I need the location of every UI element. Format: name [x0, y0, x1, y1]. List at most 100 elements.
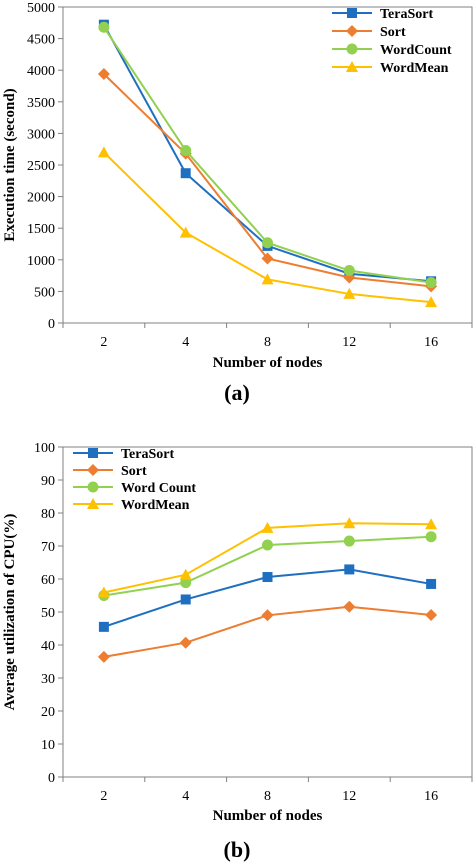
y-tick-label: 2000: [27, 191, 55, 206]
series-line: [103, 522, 432, 594]
legend-label: Sort: [380, 25, 406, 40]
data-point: [97, 146, 110, 158]
y-tick-label: 10: [41, 738, 55, 753]
data-point: [343, 535, 355, 547]
y-tick-label: 2500: [27, 159, 55, 174]
data-point: [261, 252, 274, 265]
y-tick-label: 70: [41, 540, 55, 555]
x-tick-label: 12: [342, 335, 356, 350]
y-axis-title: Average utilization of CPU(%): [2, 514, 18, 711]
data-point: [97, 67, 110, 80]
legend-marker: [88, 448, 98, 458]
data-point: [262, 572, 273, 583]
legend-marker: [87, 464, 99, 476]
data-point: [426, 578, 437, 589]
legend-entry: TeraSort: [73, 447, 174, 462]
series-sort: [97, 600, 438, 663]
y-tick-label: 20: [41, 705, 55, 720]
data-point: [425, 518, 438, 530]
y-tick-label: 1500: [27, 222, 55, 237]
x-axis-title: Number of nodes: [213, 808, 323, 824]
legend-label: WordMean: [380, 61, 449, 76]
legend-label: Word Count: [121, 481, 196, 496]
y-tick-label: 90: [41, 474, 55, 489]
y-tick-label: 5000: [27, 1, 55, 16]
panel-caption: (a): [224, 380, 250, 405]
x-tick-label: 8: [264, 335, 271, 350]
data-point: [343, 265, 355, 277]
y-tick-label: 3500: [27, 96, 55, 111]
data-point: [179, 636, 192, 649]
series-wordmean: [97, 146, 438, 308]
legend-marker: [346, 43, 358, 55]
x-tick-label: 12: [342, 789, 356, 804]
data-point: [180, 594, 191, 605]
data-point: [343, 287, 356, 299]
data-point: [180, 577, 192, 589]
y-tick-label: 4000: [27, 64, 55, 79]
x-tick-label: 8: [264, 789, 271, 804]
series-wordcount: [98, 21, 437, 289]
panel-caption: (b): [224, 837, 251, 862]
legend-label: WordCount: [380, 43, 452, 58]
chart-a: 0 500 1000 1500 2000 2500 3000 3500 4000 4500 5000…: [2, 1, 473, 405]
series-terasort: [98, 564, 437, 632]
data-point: [180, 144, 192, 156]
legend-label: TeraSort: [121, 447, 174, 462]
y-tick-label: 60: [41, 573, 55, 588]
y-tick-label: 500: [34, 285, 55, 300]
x-tick-label: 2: [100, 789, 107, 804]
legend-entry: WordMean: [73, 498, 190, 513]
data-point: [261, 521, 274, 533]
y-tick-label: 80: [41, 507, 55, 522]
data-point: [343, 600, 356, 613]
data-point: [262, 539, 273, 551]
x-tick-label: 4: [182, 335, 189, 350]
data-point: [97, 650, 110, 663]
data-point: [98, 621, 109, 632]
legend-entry: WordCount: [332, 43, 452, 58]
series-word-count: [98, 531, 437, 601]
legend-label: Sort: [121, 464, 147, 479]
y-tick-label: 30: [41, 672, 55, 687]
data-point: [343, 517, 356, 529]
y-tick-label: 4500: [27, 33, 55, 48]
data-point: [179, 226, 192, 238]
x-tick-label: 16: [424, 789, 438, 804]
data-point: [262, 237, 273, 249]
y-axis-title: Execution time (second): [2, 88, 18, 241]
data-point: [97, 586, 110, 598]
x-tick-label: 16: [424, 335, 438, 350]
data-point: [179, 568, 192, 580]
legend-entry: WordMean: [332, 61, 449, 76]
data-point: [425, 277, 437, 289]
legend-marker: [87, 498, 99, 509]
data-point: [261, 273, 274, 285]
y-tick-label: 100: [34, 441, 55, 456]
legend-entry: TeraSort: [332, 7, 433, 22]
legend-label: TeraSort: [380, 7, 433, 22]
x-tick-label: 2: [100, 335, 107, 350]
y-tick-label: 40: [41, 639, 55, 654]
y-tick-label: 0: [48, 771, 55, 786]
legend-label: WordMean: [121, 498, 190, 513]
data-point: [261, 609, 274, 622]
legend-entry: Word Count: [73, 481, 196, 496]
data-point: [425, 296, 438, 308]
x-tick-label: 4: [182, 789, 189, 804]
legend-marker: [346, 25, 358, 37]
legend-marker: [347, 8, 357, 18]
series-wordmean: [97, 517, 438, 598]
data-point: [425, 531, 437, 543]
x-axis-title: Number of nodes: [213, 355, 323, 371]
y-tick-label: 3000: [27, 127, 55, 142]
y-tick-label: 0: [48, 317, 55, 332]
y-tick-label: 1000: [27, 254, 55, 269]
legend-marker: [87, 481, 99, 493]
legend-marker: [346, 61, 358, 72]
chart-b: 0 10 20 30 40 50 60 70 80 90 100 2 4 8 12 16 Number of n…: [2, 441, 473, 862]
data-point: [98, 21, 110, 33]
data-point: [425, 608, 438, 621]
y-tick-label: 50: [41, 606, 55, 621]
